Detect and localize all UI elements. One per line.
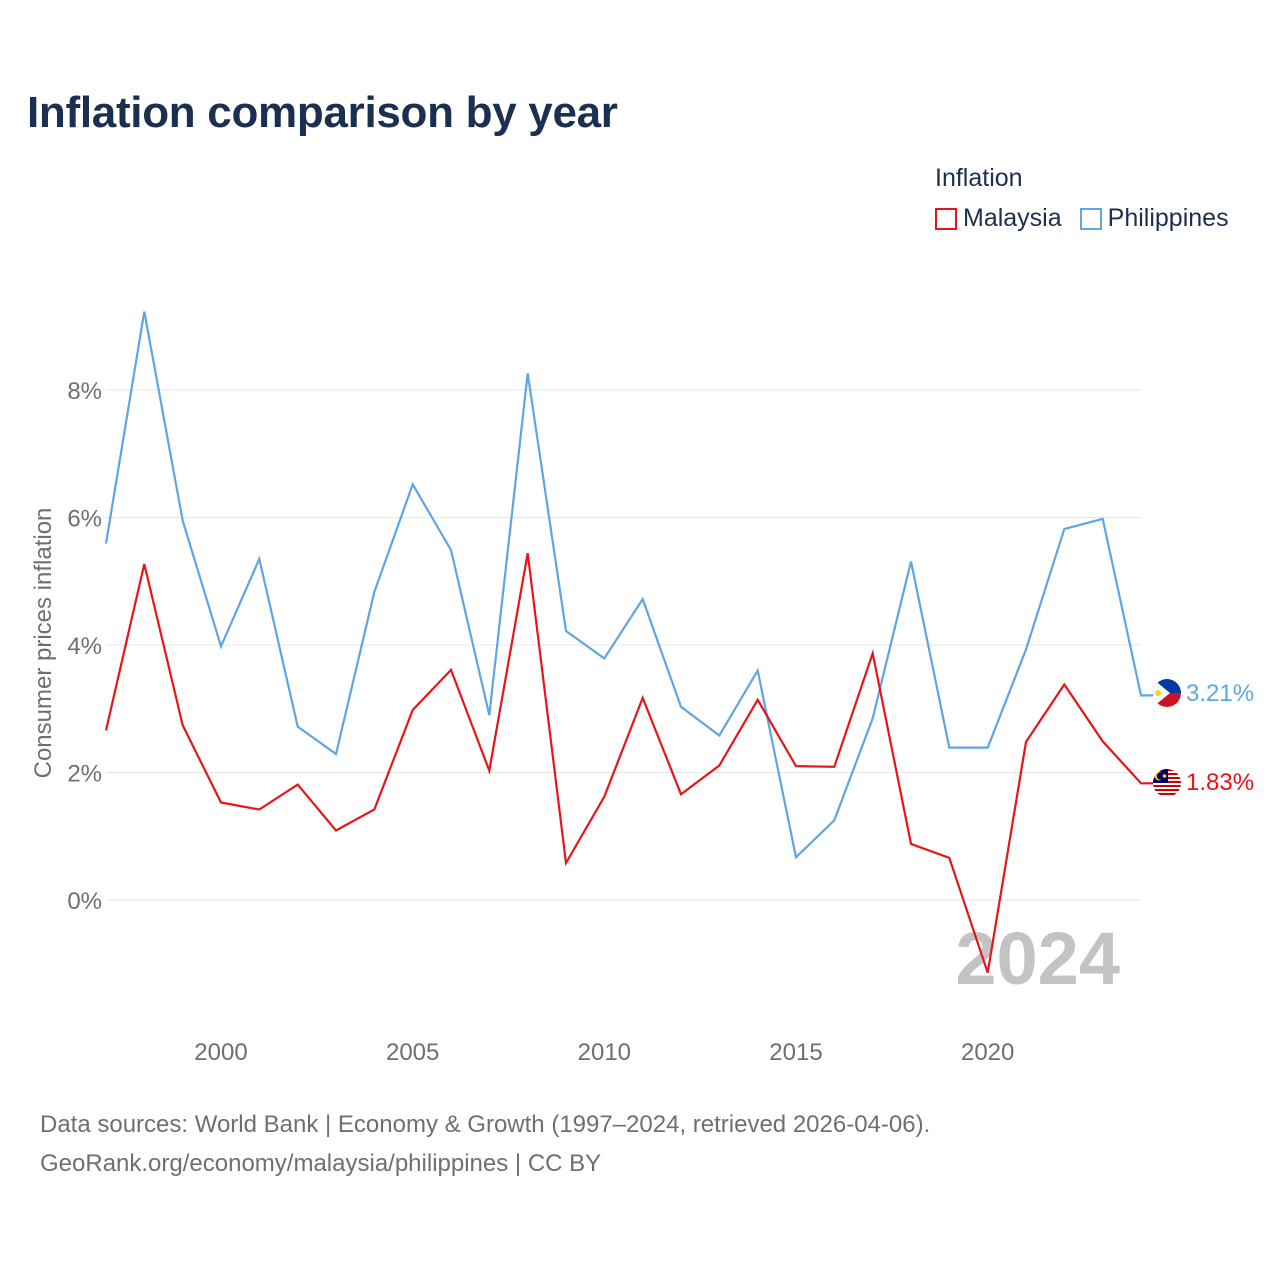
x-tick-label: 2020 — [961, 1039, 1014, 1066]
y-axis-label: Consumer prices inflation — [30, 508, 57, 779]
end-label-malaysia: 1.83% — [1186, 769, 1254, 796]
legend: Inflation Malaysia Philippines — [935, 163, 1229, 233]
legend-item-philippines[interactable]: Philippines — [1079, 204, 1229, 233]
x-tick-label: 2005 — [386, 1039, 439, 1066]
series-line-malaysia[interactable] — [104, 553, 1153, 974]
y-tick-label: 4% — [67, 633, 102, 660]
x-tick-label: 2010 — [578, 1039, 631, 1066]
legend-title: Inflation — [935, 164, 1023, 192]
source-line-1: Data sources: World Bank | Economy & Gro… — [40, 1111, 931, 1138]
series-line-philippines[interactable] — [104, 311, 1153, 860]
line-chart: 2024 0% 2% 4% 6% 8% 2000 2005 2010 2015 2020 Cons… — [30, 311, 1254, 1066]
chart-title: Inflation comparison by year — [27, 88, 618, 137]
y-tick-label: 6% — [67, 506, 102, 533]
source-line-2[interactable]: GeoRank.org/economy/malaysia/philippines… — [40, 1150, 602, 1177]
legend-swatch-philippines — [1079, 207, 1102, 230]
malaysia-flag-icon — [1153, 769, 1181, 797]
y-tick-label: 8% — [67, 378, 102, 405]
year-watermark: 2024 — [955, 917, 1120, 1000]
philippines-flag-icon — [1153, 679, 1181, 707]
source-note: Data sources: World Bank | Economy & Gro… — [40, 1105, 930, 1183]
y-tick-label: 2% — [67, 761, 102, 788]
x-tick-label: 2015 — [769, 1039, 822, 1066]
y-tick-label: 0% — [67, 888, 102, 915]
legend-swatch-malaysia — [935, 207, 957, 230]
legend-item-malaysia[interactable]: Malaysia — [935, 204, 1062, 233]
legend-label-malaysia: Malaysia — [963, 204, 1062, 232]
legend-label-philippines: Philippines — [1107, 204, 1229, 232]
x-tick-label: 2000 — [194, 1039, 247, 1066]
end-label-philippines: 3.21% — [1186, 680, 1254, 707]
